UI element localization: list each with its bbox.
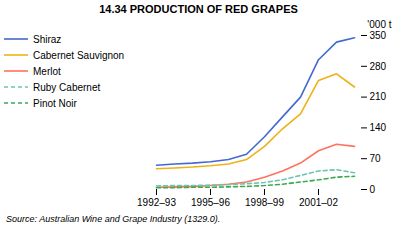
html-text:Merlot: Merlot	[33, 65, 61, 77]
html-text:Source: Australian Wine and Gr: Source: Australian Wine and Grape Indust…	[6, 214, 221, 224]
html-text:Cabernet Sauvignon: Cabernet Sauvignon	[33, 49, 125, 61]
svg-text:350: 350	[370, 30, 387, 41]
svg-text:1998–99: 1998–99	[245, 197, 284, 208]
svg-text:'000 t: '000 t	[367, 19, 391, 30]
svg-text:70: 70	[370, 153, 382, 164]
svg-text:280: 280	[370, 61, 387, 72]
svg-text:1992–93: 1992–93	[137, 197, 176, 208]
svg-text:140: 140	[370, 122, 387, 133]
html-text:Shiraz: Shiraz	[33, 33, 62, 45]
html-text:Pinot Noir: Pinot Noir	[33, 97, 77, 109]
html-text:Ruby Cabernet: Ruby Cabernet	[33, 81, 101, 93]
html-text:14.34 PRODUCTION OF RED GRAPES: 14.34 PRODUCTION OF RED GRAPES	[99, 3, 298, 15]
svg-text:210: 210	[370, 91, 387, 102]
svg-text:2001–02: 2001–02	[299, 197, 338, 208]
svg-text:1995–96: 1995–96	[191, 197, 230, 208]
svg-text:0: 0	[370, 184, 376, 195]
